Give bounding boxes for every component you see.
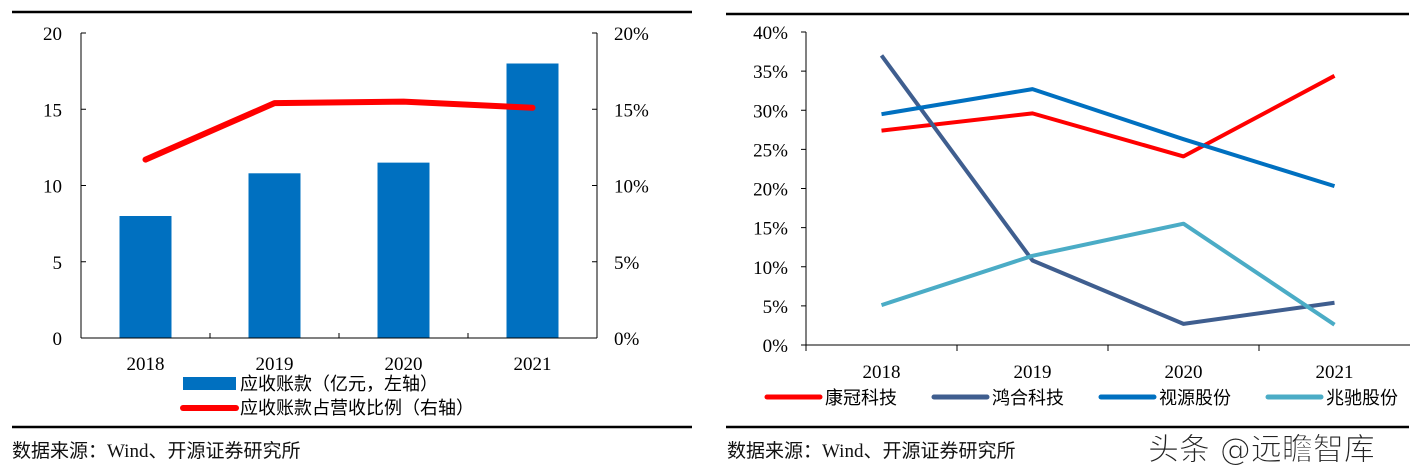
y-tick-label: 40%	[753, 23, 788, 44]
y-tick-label: 20	[43, 24, 62, 45]
legend-label: 应收账款（亿元，左轴）	[240, 374, 438, 394]
y-tick-label: 20%	[753, 180, 788, 201]
series-line	[881, 87, 1336, 189]
x-tick-label: 2020	[385, 354, 423, 375]
y-tick-label: 5%	[763, 297, 789, 318]
bar	[119, 216, 172, 338]
x-tick-label: 2019	[1014, 362, 1052, 383]
y-tick-label: 10%	[753, 258, 788, 279]
legend-label: 兆驰股份	[1326, 388, 1398, 408]
series-line	[142, 98, 536, 163]
x-tick-label: 2020	[1165, 362, 1203, 383]
y-tick-label: 15	[43, 100, 62, 121]
legend-label: 鸿合科技	[992, 388, 1064, 408]
y-tick-label: 10	[43, 177, 62, 198]
watermark: 头条 @远瞻智库	[1148, 432, 1376, 469]
source-note-left: 数据来源：Wind、开源证券研究所	[12, 441, 301, 462]
y-tick-label: 35%	[753, 62, 788, 83]
y-tick-label: 15%	[753, 219, 788, 240]
x-tick-label: 2019	[256, 354, 294, 375]
x-tick-label: 2018	[127, 354, 165, 375]
x-tick-label: 2021	[1316, 362, 1354, 383]
series-line	[880, 221, 1336, 327]
y-tick-label: 0	[53, 329, 63, 350]
x-tick-label: 2021	[514, 354, 552, 375]
legend-label: 康冠科技	[825, 388, 897, 408]
y2-tick-label: 5%	[614, 253, 640, 274]
legend-label: 视源股份	[1159, 388, 1231, 408]
bar	[248, 173, 301, 338]
y-tick-label: 5	[53, 253, 63, 274]
series-line	[879, 54, 1335, 326]
y-tick-label: 0%	[763, 336, 789, 357]
series-line	[881, 74, 1336, 159]
y2-tick-label: 0%	[614, 329, 640, 350]
y2-tick-label: 20%	[614, 24, 649, 45]
legend-label: 应收账款占营收比例（右轴）	[240, 398, 474, 418]
y-tick-label: 25%	[753, 140, 788, 161]
legend-swatch-bar	[183, 377, 236, 390]
bar	[377, 162, 430, 338]
y-tick-label: 30%	[753, 101, 788, 122]
source-note-right: 数据来源：Wind、开源证券研究所	[727, 441, 1016, 462]
y2-tick-label: 10%	[614, 177, 649, 198]
x-tick-label: 2018	[863, 362, 901, 383]
y2-tick-label: 15%	[614, 100, 649, 121]
